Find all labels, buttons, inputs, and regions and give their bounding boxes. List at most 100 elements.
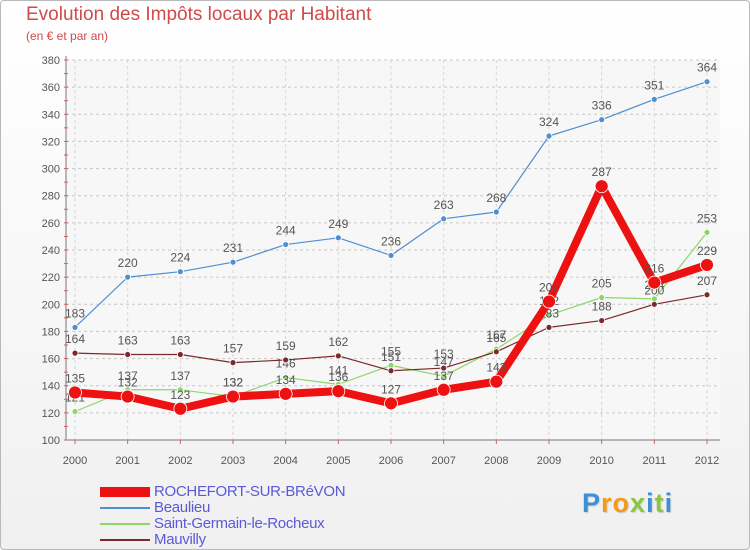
x-tick-label: 2004 (273, 455, 297, 467)
data-point-beaulieu (334, 234, 342, 242)
logo-letter: o (612, 488, 631, 518)
data-label-saint-germain-le-rocheux: 141 (328, 363, 348, 377)
line-chart: 100 120 140 160 180 200 220 240 260 280 300 320 340 3… (42, 55, 720, 467)
y-tick-label: 320 (42, 136, 60, 148)
data-point-beaulieu (229, 258, 237, 266)
data-label-mauvilly: 153 (434, 347, 454, 361)
y-tick-label: 100 (42, 435, 60, 447)
y-tick-label: 180 (42, 326, 60, 338)
x-tick-label: 2000 (63, 455, 87, 467)
legend-swatch-saint-germain (100, 523, 150, 525)
x-tick-label: 2003 (221, 455, 245, 467)
x-tick-label: 2010 (589, 455, 613, 467)
x-tick-label: 2011 (643, 455, 667, 467)
data-point-beaulieu (71, 323, 79, 331)
data-label-beaulieu: 183 (65, 306, 85, 320)
data-label-rochefort-sur-br-von: 229 (697, 244, 717, 258)
data-label-rochefort-sur-br-von: 127 (381, 382, 401, 396)
logo-letter: i (646, 488, 655, 518)
data-label-beaulieu: 268 (486, 191, 506, 205)
data-point-rochefort-sur-br-von (647, 275, 662, 290)
data-point-saint-germain-le-rocheux (598, 294, 606, 301)
data-point-rochefort-sur-br-von (542, 294, 556, 309)
data-label-saint-germain-le-rocheux: 205 (592, 277, 612, 291)
legend-label-rochefort: ROCHEFORT-SUR-BRéVON (154, 483, 346, 500)
data-label-rochefort-sur-br-von: 134 (276, 373, 296, 387)
legend-swatch-mauvilly (100, 539, 150, 541)
data-point-mauvilly (440, 364, 448, 372)
data-label-mauvilly: 165 (486, 331, 506, 345)
data-point-beaulieu (650, 95, 658, 103)
data-label-saint-germain-le-rocheux: 132 (223, 376, 243, 390)
data-point-mauvilly (387, 367, 395, 375)
data-point-mauvilly (492, 348, 500, 356)
x-tick-label: 2001 (115, 455, 139, 467)
data-point-rochefort-sur-br-von (489, 374, 504, 389)
data-label-mauvilly: 163 (170, 334, 190, 348)
data-point-rochefort-sur-br-von (68, 385, 82, 400)
data-label-rochefort-sur-br-von: 132 (118, 376, 138, 390)
legend-label-mauvilly: Mauvilly (154, 531, 206, 548)
data-label-mauvilly: 151 (381, 350, 401, 364)
x-tick-label: 2005 (326, 455, 350, 467)
legend-swatch-rochefort (100, 487, 150, 497)
proxiti-logo: Proxiti (582, 488, 673, 519)
x-tick-label: 2002 (168, 455, 192, 467)
data-label-rochefort-sur-br-von: 287 (592, 165, 612, 179)
chart-subtitle: (en € et par an) (26, 29, 109, 43)
y-tick-label: 220 (42, 272, 60, 284)
data-point-mauvilly (229, 359, 237, 367)
data-point-rochefort-sur-br-von (226, 389, 240, 404)
x-tick-label: 2009 (537, 455, 561, 467)
data-label-rochefort-sur-br-von: 216 (644, 262, 664, 276)
data-point-saint-germain-le-rocheux (71, 408, 79, 415)
data-label-beaulieu: 324 (539, 115, 559, 129)
y-tick-label: 200 (42, 299, 60, 311)
data-point-mauvilly (71, 349, 79, 357)
data-point-mauvilly (334, 352, 342, 360)
data-label-saint-germain-le-rocheux: 147 (434, 355, 454, 369)
data-point-mauvilly (545, 323, 553, 331)
data-point-mauvilly (598, 317, 606, 324)
data-label-saint-germain-le-rocheux: 137 (118, 369, 138, 383)
y-tick-label: 260 (42, 218, 60, 230)
logo-letter: x (630, 488, 647, 518)
data-label-mauvilly: 162 (328, 335, 348, 349)
data-point-beaulieu (282, 241, 290, 248)
data-point-mauvilly (124, 351, 132, 358)
data-point-rochefort-sur-br-von (278, 386, 293, 401)
data-label-rochefort-sur-br-von: 137 (434, 369, 454, 383)
logo-letter: t (654, 488, 665, 518)
data-label-beaulieu: 231 (223, 241, 243, 255)
data-point-beaulieu (124, 273, 132, 281)
legend-label-beaulieu: Beaulieu (154, 499, 210, 516)
data-label-saint-germain-le-rocheux: 167 (486, 328, 506, 342)
data-label-rochefort-sur-br-von: 143 (486, 361, 506, 375)
data-point-beaulieu (598, 116, 606, 124)
y-tick-label: 340 (42, 109, 60, 121)
data-point-rochefort-sur-br-von (436, 382, 451, 397)
data-label-beaulieu: 263 (434, 198, 454, 212)
y-tick-label: 240 (42, 245, 60, 257)
data-point-beaulieu (492, 208, 500, 216)
x-tick-label: 2008 (484, 455, 508, 467)
data-label-beaulieu: 351 (644, 78, 664, 92)
data-label-beaulieu: 336 (592, 99, 612, 113)
data-label-rochefort-sur-br-von: 202 (539, 281, 559, 295)
data-label-beaulieu: 236 (381, 234, 401, 248)
data-point-rochefort-sur-br-von (173, 401, 188, 416)
data-label-rochefort-sur-br-von: 123 (170, 388, 190, 402)
data-label-mauvilly: 163 (118, 334, 138, 348)
data-label-beaulieu: 244 (276, 224, 296, 238)
chart-title: Evolution des Impôts locaux par Habitant (26, 4, 372, 25)
data-point-rochefort-sur-br-von (594, 179, 609, 194)
y-tick-label: 300 (42, 164, 60, 176)
y-tick-label: 120 (42, 408, 60, 420)
legend-label-saint-germain: Saint-Germain-le-Rocheux (154, 515, 325, 532)
data-label-beaulieu: 249 (328, 217, 348, 231)
data-point-saint-germain-le-rocheux (703, 228, 711, 236)
data-point-saint-germain-le-rocheux (440, 372, 448, 380)
logo-letter: i (664, 488, 674, 518)
logo-letter: P (582, 488, 602, 518)
x-tick-label: 2007 (431, 455, 455, 467)
